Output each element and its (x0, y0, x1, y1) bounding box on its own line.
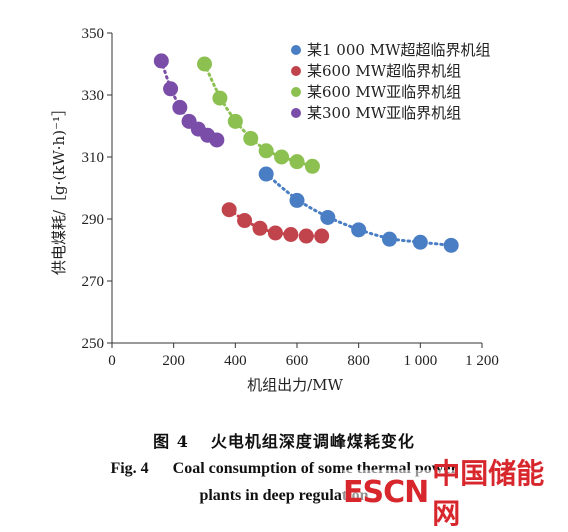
data-point-series-1 (289, 192, 305, 208)
x-tick-label: 0 (108, 353, 116, 369)
y-tick-label: 270 (82, 274, 105, 290)
watermark-latin: ESCN (343, 474, 429, 510)
data-point-series-1 (443, 237, 459, 253)
legend-marker-series-4 (291, 108, 301, 118)
x-tick-label: 600 (286, 353, 309, 369)
data-point-series-2 (221, 202, 237, 218)
figure-number-en: Fig. 4 (110, 460, 149, 477)
data-point-series-2 (283, 227, 299, 242)
data-point-series-4 (172, 99, 188, 115)
figure-caption-english-line2: plants in deep regulation (0, 487, 568, 505)
data-point-series-1 (382, 231, 397, 247)
x-tick-label: 200 (162, 353, 185, 369)
trendline-series-2 (227, 208, 324, 238)
y-tick-label: 350 (82, 26, 105, 42)
legend-marker-series-1 (291, 45, 301, 55)
y-tick-label: 250 (82, 336, 105, 352)
legend-marker-series-3 (291, 87, 301, 97)
data-point-series-4 (153, 53, 169, 69)
legend-label-series-3: 某600 MW亚临界机组 (307, 83, 461, 101)
x-axis-title: 机组出力/MW (247, 376, 343, 394)
chart: 0 200 400 600 800 1 000 1 200 250 270 290 310 330 35… (50, 26, 499, 394)
data-point-series-2 (314, 228, 330, 244)
figure-number-cn: 图 4 (153, 432, 189, 451)
data-point-series-2 (267, 225, 283, 241)
x-tick-label: 400 (224, 353, 247, 369)
legend-label-series-4: 某300 MW亚临界机组 (307, 104, 461, 122)
legend-label-series-1: 某1 000 MW超超临界机组 (307, 41, 491, 59)
data-point-series-4 (163, 81, 179, 97)
data-point-series-3 (274, 149, 290, 165)
data-point-series-3 (197, 56, 212, 72)
data-point-series-3 (289, 154, 305, 170)
data-point-series-3 (304, 158, 320, 174)
legend-label-series-2: 某600 MW超临界机组 (307, 62, 461, 80)
data-point-series-3 (227, 113, 243, 129)
figure-title-en-line2: plants in deep regulation (199, 487, 369, 504)
y-tick-label: 330 (82, 88, 105, 104)
trendline-series-1 (264, 172, 453, 247)
data-point-series-2 (298, 228, 314, 244)
figure-caption-chinese: 图 4 火电机组深度调峰煤耗变化 (0, 428, 568, 452)
legend-marker-series-2 (291, 66, 301, 76)
watermark-logo: ESCN 中国储能网 (343, 457, 565, 530)
data-point-series-1 (320, 209, 336, 225)
y-tick-label: 310 (82, 150, 105, 166)
data-point-series-3 (243, 130, 259, 146)
data-point-series-1 (412, 234, 428, 250)
data-point-series-3 (212, 90, 228, 106)
y-tick-label: 290 (82, 212, 105, 228)
scatter-plot: 0 200 400 600 800 1 000 1 200 250 270 290 310 330 35… (50, 26, 499, 394)
data-point-series-3 (258, 143, 274, 159)
x-tick-label: 800 (347, 353, 370, 369)
data-point-series-2 (252, 220, 268, 236)
data-point-series-1 (258, 166, 274, 182)
watermark-chinese: 中国储能网 (432, 457, 545, 530)
x-tick-label: 1 200 (465, 353, 499, 369)
data-point-series-1 (351, 222, 367, 238)
x-tick-label: 1 000 (403, 353, 437, 369)
figure-title-cn: 火电机组深度调峰煤耗变化 (210, 432, 415, 451)
data-point-series-4 (209, 132, 225, 148)
y-axis-title: 供电煤耗/［g·(kW·h)⁻¹］ (50, 101, 68, 275)
data-point-series-2 (237, 213, 253, 229)
